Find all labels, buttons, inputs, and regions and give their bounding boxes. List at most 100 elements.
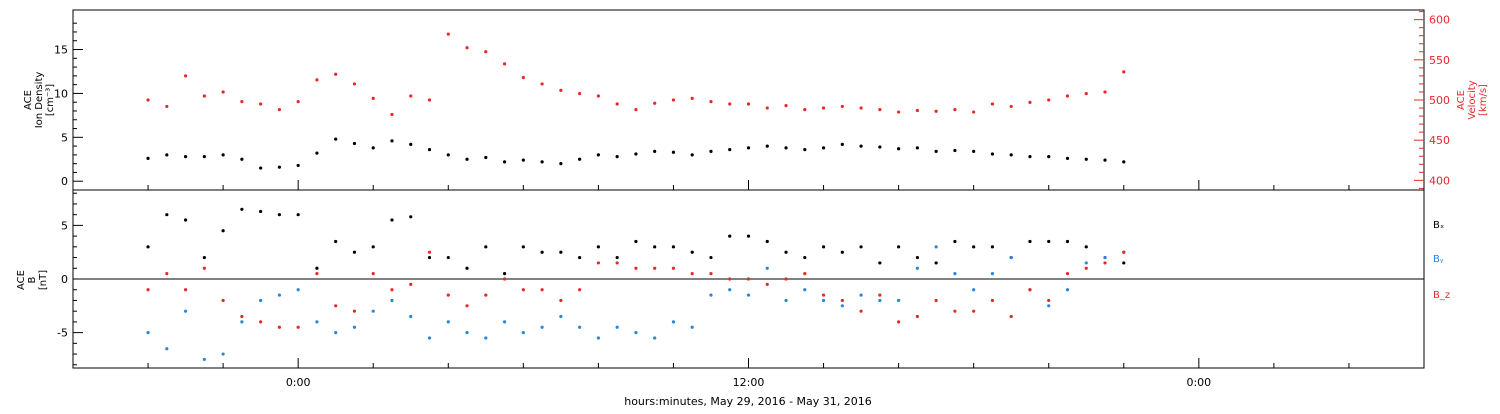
velocity-point (1028, 100, 1032, 105)
by-point (859, 293, 863, 297)
bx-point (1047, 239, 1051, 244)
by-point (202, 357, 206, 362)
bz-point (146, 288, 150, 292)
bx-point (578, 255, 582, 260)
bx-point (915, 255, 919, 260)
velocity-point (915, 108, 919, 113)
density-point (821, 146, 826, 150)
by-point (934, 245, 938, 249)
bx-point (146, 245, 150, 249)
bx-point (897, 245, 901, 249)
bz-point (1122, 250, 1126, 254)
velocity-point (334, 72, 338, 76)
bz-point (202, 266, 206, 270)
velocity-point (202, 94, 206, 98)
density-point (1009, 153, 1013, 157)
by-point (1103, 255, 1107, 260)
bz-point (653, 266, 657, 270)
density-point (690, 153, 694, 157)
velocity-point (540, 82, 544, 86)
legend-bx: Bₓ (1433, 220, 1444, 231)
density-point (878, 145, 882, 149)
by-point (146, 331, 150, 335)
bz-point (352, 309, 357, 313)
density-point (972, 149, 976, 153)
bx-point (409, 215, 413, 219)
velocity-point (277, 108, 282, 112)
by-point (897, 298, 901, 303)
velocity-point (634, 108, 638, 112)
by-point (634, 331, 638, 335)
by-point (990, 272, 995, 276)
velocity-axis-label-line1: ACE (1456, 90, 1467, 110)
density-point (371, 146, 375, 150)
bz-point (728, 277, 732, 281)
by-point (915, 266, 919, 270)
velocity-point (1009, 104, 1013, 109)
density-tick-label: 10 (54, 87, 68, 100)
by-point (690, 325, 694, 329)
bx-point (671, 245, 676, 249)
velocity-point (521, 75, 525, 80)
velocity-point (259, 102, 263, 106)
velocity-point (653, 101, 657, 105)
bx-point (446, 255, 450, 260)
density-tick-label: 0 (61, 175, 68, 188)
bz-point (821, 293, 826, 297)
by-point (1009, 255, 1013, 260)
velocity-point (990, 102, 995, 106)
time-tick-label: 0:00 (1186, 376, 1211, 389)
bz-point (915, 314, 919, 319)
velocity-tick-label: 550 (1429, 54, 1450, 67)
density-point (146, 156, 150, 160)
by-point (596, 336, 600, 340)
bz-point (390, 288, 394, 292)
velocity-point (709, 100, 713, 104)
bz-point (559, 298, 563, 303)
velocity-point (427, 98, 432, 102)
bx-point (840, 250, 844, 254)
field-axis-label-line2: B (27, 276, 38, 283)
bx-point (165, 213, 169, 217)
bx-point (1065, 239, 1070, 244)
bz-point (897, 320, 901, 324)
density-point (183, 155, 188, 159)
bz-point (1065, 272, 1070, 276)
velocity-tick-label: 500 (1429, 94, 1450, 107)
bx-point (277, 213, 282, 217)
by-point (446, 320, 450, 324)
density-point (953, 148, 957, 153)
bx-point (990, 245, 995, 249)
bz-point (615, 261, 619, 265)
by-point (821, 298, 826, 303)
bz-point (484, 293, 488, 297)
velocity-point (859, 106, 863, 110)
density-point (615, 155, 619, 159)
field-tick-label: -5 (57, 327, 68, 340)
plasma-panel: 0 5 10 15 400 450 500 550 600 ACE Ion Density [… (23, 9, 1489, 191)
velocity-point (746, 102, 751, 106)
density-point (202, 155, 206, 159)
bx-point (502, 272, 507, 276)
bx-point (521, 245, 525, 249)
bx-point (953, 239, 957, 244)
bx-point (352, 250, 357, 254)
bz-point (634, 266, 638, 270)
velocity-axis-label-line3: [km/s] (1478, 84, 1489, 116)
bz-point (521, 288, 525, 292)
density-point (540, 160, 544, 164)
bx-point (746, 234, 751, 238)
time-axis-ticks: 0:00 12:00 0:00 (72, 180, 1425, 389)
density-point (578, 157, 582, 161)
velocity-point (615, 102, 619, 106)
bx-point (540, 250, 544, 254)
bz-point (784, 277, 788, 281)
field-axis-label-line3: [nT] (38, 270, 49, 290)
velocity-point (315, 78, 319, 82)
by-point (502, 320, 507, 324)
bz-point (990, 298, 995, 303)
by-point (296, 288, 300, 292)
velocity-point (409, 94, 413, 98)
by-point (671, 320, 676, 324)
velocity-point (1103, 90, 1107, 94)
